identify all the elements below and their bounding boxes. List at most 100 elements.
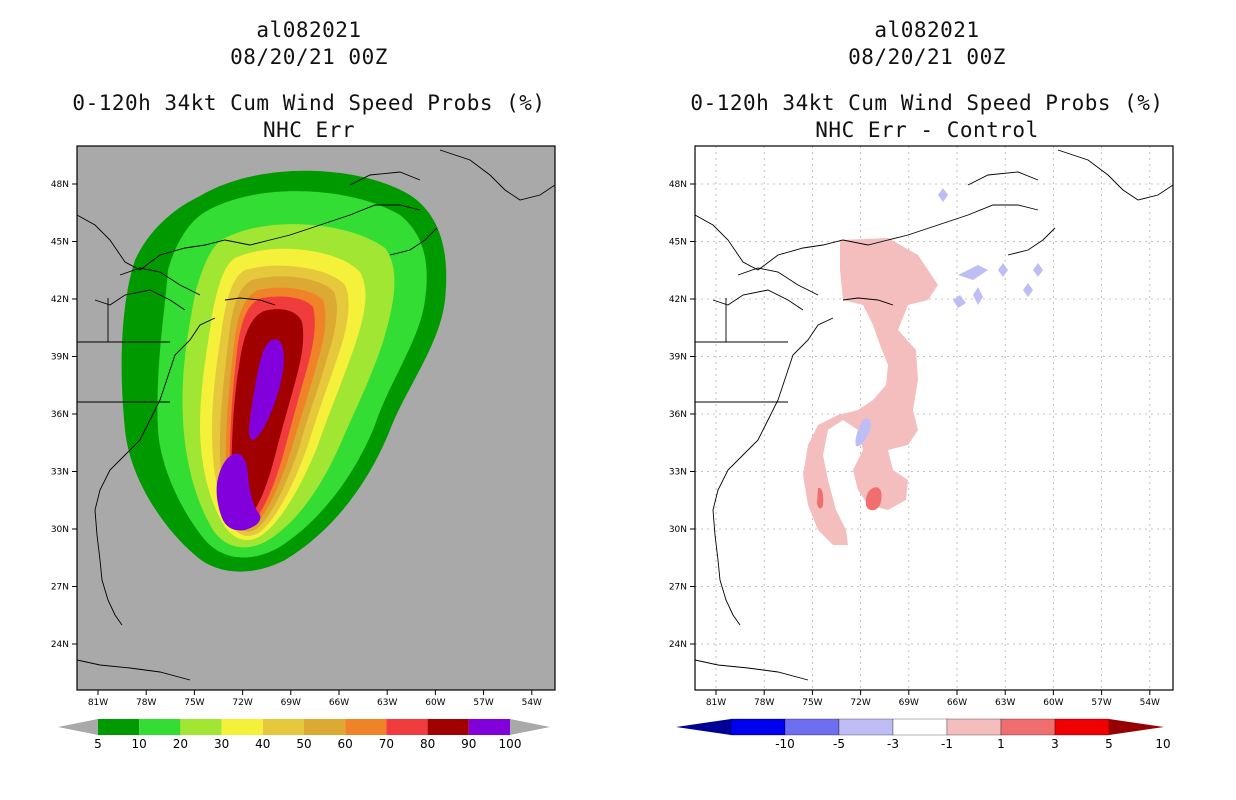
right-map-panel: al082021 08/20/21 00Z 0-120h 34kt Cum Wi… bbox=[618, 0, 1236, 800]
diff-pos-3b bbox=[817, 487, 824, 509]
colorbar-label: 80 bbox=[420, 737, 435, 751]
diff-neg-1d bbox=[973, 287, 983, 305]
colorbar-label: 60 bbox=[338, 737, 353, 751]
colorbar-label: 100 bbox=[499, 737, 522, 751]
diff-neg-1b bbox=[958, 265, 988, 280]
lon-label: 54W bbox=[522, 698, 542, 708]
right-colorbar: -10 -5 -3 -1 1 3 5 10 bbox=[676, 718, 1171, 751]
diff-neg-1c bbox=[953, 295, 966, 308]
lon-label: 63W bbox=[377, 698, 397, 708]
lon-label: 57W bbox=[1091, 698, 1111, 708]
colorbar-label: 20 bbox=[173, 737, 188, 751]
lat-label: 27N bbox=[669, 583, 687, 593]
diff-neg-1e bbox=[998, 263, 1008, 277]
lon-label: 75W bbox=[184, 698, 204, 708]
colorbar-box bbox=[262, 719, 304, 735]
colorbar-label: -5 bbox=[833, 737, 845, 751]
lat-label: 33N bbox=[51, 468, 69, 478]
lat-label: 45N bbox=[51, 238, 69, 248]
colorbar-label: 5 bbox=[94, 737, 102, 751]
colorbar-box bbox=[946, 718, 1002, 736]
lat-label: 33N bbox=[669, 468, 687, 478]
lon-label: 57W bbox=[473, 698, 493, 708]
diff-neg-1a bbox=[855, 418, 871, 447]
product-subtitle: NHC Err - Control bbox=[815, 118, 1039, 142]
left-map-panel: al082021 08/20/21 00Z 0-120h 34kt Cum Wi… bbox=[51, 18, 556, 751]
lat-label: 36N bbox=[51, 410, 69, 420]
lat-label: 39N bbox=[669, 353, 687, 363]
lon-label: 69W bbox=[899, 698, 919, 708]
colorbar-box bbox=[784, 718, 840, 736]
lon-label: 81W bbox=[706, 698, 726, 708]
colorbar-box bbox=[386, 719, 428, 735]
colorbar-label: -10 bbox=[775, 737, 795, 751]
diff-pos-3a bbox=[865, 487, 882, 511]
colorbar-box bbox=[180, 719, 222, 735]
lon-label: 60W bbox=[1043, 698, 1063, 708]
colorbar-box bbox=[221, 719, 263, 735]
lat-label: 42N bbox=[669, 295, 687, 305]
lat-label: 39N bbox=[51, 353, 69, 363]
colorbar-label: 90 bbox=[461, 737, 476, 751]
colorbar-min-arrow bbox=[58, 719, 98, 735]
lon-label: 60W bbox=[425, 698, 445, 708]
diff-neg-1f bbox=[1033, 263, 1043, 277]
colorbar-label: 3 bbox=[1051, 737, 1059, 751]
lon-label: 78W bbox=[754, 698, 774, 708]
colorbar-min-arrow bbox=[676, 719, 731, 735]
lat-label: 45N bbox=[669, 238, 687, 248]
lon-label: 78W bbox=[136, 698, 156, 708]
colorbar-box bbox=[892, 718, 948, 736]
diff-neg-1h bbox=[938, 188, 948, 202]
lon-label: 72W bbox=[232, 698, 252, 708]
left-colorbar: 5 10 20 30 40 50 60 70 80 90 100 bbox=[58, 719, 550, 751]
colorbar-label: 30 bbox=[214, 737, 229, 751]
longitude-labels: 81W 78W 75W 72W 69W 66W 63W 60W 57W 54W bbox=[706, 690, 1160, 708]
lat-label: 48N bbox=[669, 180, 687, 190]
coastlines bbox=[695, 149, 1173, 681]
colorbar-label: 10 bbox=[1155, 737, 1170, 751]
diff-neg-1g bbox=[1023, 283, 1033, 297]
colorbar-box bbox=[304, 719, 346, 735]
lon-label: 63W bbox=[995, 698, 1015, 708]
storm-id: al082021 bbox=[256, 18, 362, 42]
colorbar-label: -1 bbox=[941, 737, 953, 751]
prob-90 bbox=[249, 339, 284, 440]
colorbar-max-arrow bbox=[1109, 719, 1164, 735]
colorbar-label: 5 bbox=[1105, 737, 1113, 751]
map-frame bbox=[76, 145, 556, 691]
product-subtitle: NHC Err bbox=[262, 118, 355, 142]
colorbar-box bbox=[427, 719, 469, 735]
storm-id: al082021 bbox=[874, 18, 980, 42]
colorbar-label: 10 bbox=[132, 737, 147, 751]
lon-label: 81W bbox=[88, 698, 108, 708]
colorbar-box bbox=[1054, 718, 1110, 736]
datetime: 08/20/21 00Z bbox=[230, 45, 388, 69]
lat-label: 30N bbox=[669, 525, 687, 535]
lon-label: 69W bbox=[281, 698, 301, 708]
colorbar-label: -3 bbox=[887, 737, 899, 751]
lat-label: 27N bbox=[51, 583, 69, 593]
latitude-labels: 48N 45N 42N 39N 36N 33N 30N 27N 24N bbox=[669, 180, 695, 650]
lon-label: 75W bbox=[802, 698, 822, 708]
colorbar-label: 40 bbox=[255, 737, 270, 751]
colorbar-box bbox=[139, 719, 181, 735]
prob-90-south bbox=[216, 453, 261, 531]
lon-label: 72W bbox=[850, 698, 870, 708]
lat-label: 48N bbox=[51, 180, 69, 190]
product-title: 0-120h 34kt Cum Wind Speed Probs (%) bbox=[72, 91, 546, 115]
coastlines bbox=[77, 149, 555, 681]
left-map-svg: 48N 45N 42N 39N 36N 33N 30N 27N 24N 81W 78W 75W 72W… bbox=[51, 145, 556, 751]
lat-label: 24N bbox=[51, 640, 69, 650]
longitude-labels: 81W 78W 75W 72W 69W 66W 63W 60W 57W 54W bbox=[88, 690, 542, 708]
lon-label: 66W bbox=[947, 698, 967, 708]
right-map-svg: 48N 45N 42N 39N 36N 33N 30N 27N 24N 81W 78W 75W 72W… bbox=[669, 145, 1174, 751]
colorbar-label: 1 bbox=[997, 737, 1005, 751]
colorbar-box bbox=[730, 718, 786, 736]
map-background bbox=[695, 146, 1173, 690]
product-title: 0-120h 34kt Cum Wind Speed Probs (%) bbox=[690, 91, 1164, 115]
colorbar-box bbox=[98, 719, 140, 735]
datetime: 08/20/21 00Z bbox=[848, 45, 1006, 69]
colorbar-box bbox=[1000, 718, 1056, 736]
lon-label: 66W bbox=[329, 698, 349, 708]
